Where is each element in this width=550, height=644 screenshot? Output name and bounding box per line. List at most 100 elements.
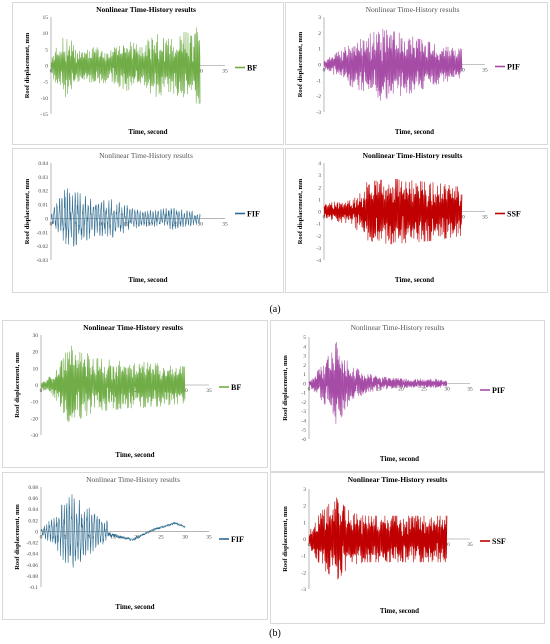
y-tick-label: -5 bbox=[301, 428, 306, 434]
x-tick-label: 35 bbox=[467, 386, 473, 392]
chart-b-bf: Nonlinear Time-History results 30 20 10 0 -10… bbox=[2, 320, 268, 468]
y-tick-label: 2 bbox=[318, 31, 321, 37]
x-tick-label: 0 bbox=[40, 534, 43, 540]
x-axis-label: Time, second bbox=[380, 455, 419, 463]
x-tick-label: 30 bbox=[182, 534, 188, 540]
x-tick-label: 25 bbox=[421, 386, 427, 392]
y-tick-label: 0.04 bbox=[38, 161, 48, 167]
y-tick-label: 0.08 bbox=[28, 485, 38, 491]
x-tick-label: 20 bbox=[398, 386, 404, 392]
y-tick-label: 3 bbox=[318, 15, 321, 21]
y-tick-label: 1 bbox=[318, 197, 321, 203]
y-tick-label: 0 bbox=[35, 529, 38, 535]
chart-svg: Nonlinear Time-History results543210-1-2… bbox=[282, 323, 505, 463]
y-tick-label: 2 bbox=[303, 363, 306, 369]
y-tick-label: 30 bbox=[33, 333, 39, 339]
y-tick-label: 0.06 bbox=[28, 496, 38, 502]
chart-title: Nonlinear Time-History results bbox=[83, 323, 183, 332]
y-tick-label: 0 bbox=[318, 63, 321, 69]
y-tick-label: 2 bbox=[318, 185, 321, 191]
y-tick-label: -0.1 bbox=[29, 585, 38, 591]
x-tick-label: 25 bbox=[158, 534, 164, 540]
y-tick-label: 0 bbox=[303, 381, 306, 387]
x-tick-label: 10 bbox=[98, 221, 104, 227]
y-tick-label: 2 bbox=[303, 504, 306, 510]
legend-label: PIF bbox=[507, 63, 520, 72]
y-tick-label: -10 bbox=[41, 96, 49, 102]
y-tick-label: 0 bbox=[318, 210, 321, 216]
series-line bbox=[40, 494, 186, 568]
y-tick-label: 4 bbox=[318, 161, 321, 167]
x-tick-label: 0 bbox=[323, 68, 326, 74]
y-tick-label: -10 bbox=[31, 400, 39, 406]
y-tick-label: 1 bbox=[318, 47, 321, 53]
y-axis-label: Roof displacement, mm bbox=[24, 178, 31, 244]
x-tick-label: 0 bbox=[308, 542, 311, 548]
y-tick-label: 4 bbox=[303, 344, 306, 350]
chart-a-ssf: Nonlinear Time-History results 4 3 2 1 0 -1 -2-… bbox=[285, 148, 548, 293]
y-axis-label: Roof displacement, mm bbox=[282, 506, 289, 572]
y-tick-label: -0.02 bbox=[27, 541, 39, 547]
y-tick-label: 0.03 bbox=[38, 175, 48, 181]
y-tick-label: -0.02 bbox=[37, 244, 49, 250]
chart-svg: Nonlinear Time-History results 0.04 0.03 0.… bbox=[24, 151, 260, 284]
x-axis-label: Time, second bbox=[128, 128, 167, 136]
y-tick-label: 0 bbox=[45, 216, 48, 222]
x-tick-label: 35 bbox=[222, 69, 228, 75]
x-tick-label: 30 bbox=[444, 386, 450, 392]
legend-label: FIF bbox=[247, 210, 260, 219]
x-tick-label: 0 bbox=[40, 388, 43, 394]
y-tick-label: 3 bbox=[318, 173, 321, 179]
y-tick-label: -4 bbox=[316, 258, 321, 264]
x-tick-label: 0 bbox=[50, 221, 53, 227]
x-tick-label: 10 bbox=[86, 534, 92, 540]
x-tick-label: 0 bbox=[50, 69, 53, 75]
chart-svg: Nonlinear Time-History results3210-1-2-3… bbox=[282, 475, 506, 615]
series-line bbox=[50, 27, 201, 105]
y-tick-label: 10 bbox=[43, 31, 49, 37]
x-tick-label: 0 bbox=[308, 386, 311, 392]
y-tick-label: -3 bbox=[316, 246, 321, 252]
y-tick-label: -20 bbox=[31, 416, 39, 422]
chart-a-bf: Nonlinear Time-History results 15 10 5 0 -5 -1… bbox=[12, 2, 284, 145]
y-tick-label: -0.01 bbox=[37, 230, 49, 236]
y-tick-label: -2 bbox=[316, 234, 321, 240]
y-tick-label: -1 bbox=[301, 554, 306, 560]
chart-b-pif: Nonlinear Time-History results 5 4 3 2 1 0 -1 -2… bbox=[270, 320, 545, 472]
y-tick-label: -1 bbox=[316, 78, 321, 84]
y-tick-label: 0 bbox=[35, 383, 38, 389]
y-tick-label: 3 bbox=[303, 487, 306, 493]
y-tick-label: -2 bbox=[301, 570, 306, 576]
x-axis-label: Time, second bbox=[395, 128, 434, 136]
y-tick-label: -5 bbox=[43, 80, 48, 86]
y-axis-label: Roof displacement, mm bbox=[282, 355, 289, 421]
x-axis-label: Time, second bbox=[115, 603, 154, 611]
series-line bbox=[323, 178, 463, 245]
legend-label: FIF bbox=[231, 535, 244, 544]
x-tick-label: 35 bbox=[206, 534, 212, 540]
y-tick-label: 20 bbox=[33, 350, 39, 356]
x-tick-label: 30 bbox=[459, 215, 465, 221]
x-tick-label: 30 bbox=[197, 221, 203, 227]
legend-label: SSF bbox=[492, 537, 506, 546]
x-tick-label: 30 bbox=[197, 69, 203, 75]
y-tick-label: -3 bbox=[316, 110, 321, 116]
y-tick-label: -0.06 bbox=[27, 563, 39, 569]
y-tick-label: 15 bbox=[43, 15, 49, 21]
x-axis-label: Time, second bbox=[395, 276, 434, 284]
y-tick-label: 0.01 bbox=[38, 203, 48, 209]
x-tick-label: 15 bbox=[110, 534, 116, 540]
y-tick-label: 0.04 bbox=[28, 507, 38, 513]
x-tick-label: 20 bbox=[148, 221, 154, 227]
figure-label-a: (a) bbox=[269, 304, 281, 315]
y-tick-label: 1 bbox=[303, 372, 306, 378]
y-tick-label: 5 bbox=[303, 335, 306, 341]
y-tick-label: -15 bbox=[41, 112, 49, 118]
chart-svg: Nonlinear Time-History results3210-1-2-3… bbox=[297, 5, 520, 136]
x-tick-label: 35 bbox=[206, 388, 212, 394]
x-axis-label: Time, second bbox=[115, 451, 154, 459]
y-tick-label: -1 bbox=[301, 391, 306, 397]
y-tick-label: -0.04 bbox=[27, 552, 39, 558]
y-tick-label: 5 bbox=[45, 47, 48, 53]
y-tick-label: 0 bbox=[45, 64, 48, 70]
